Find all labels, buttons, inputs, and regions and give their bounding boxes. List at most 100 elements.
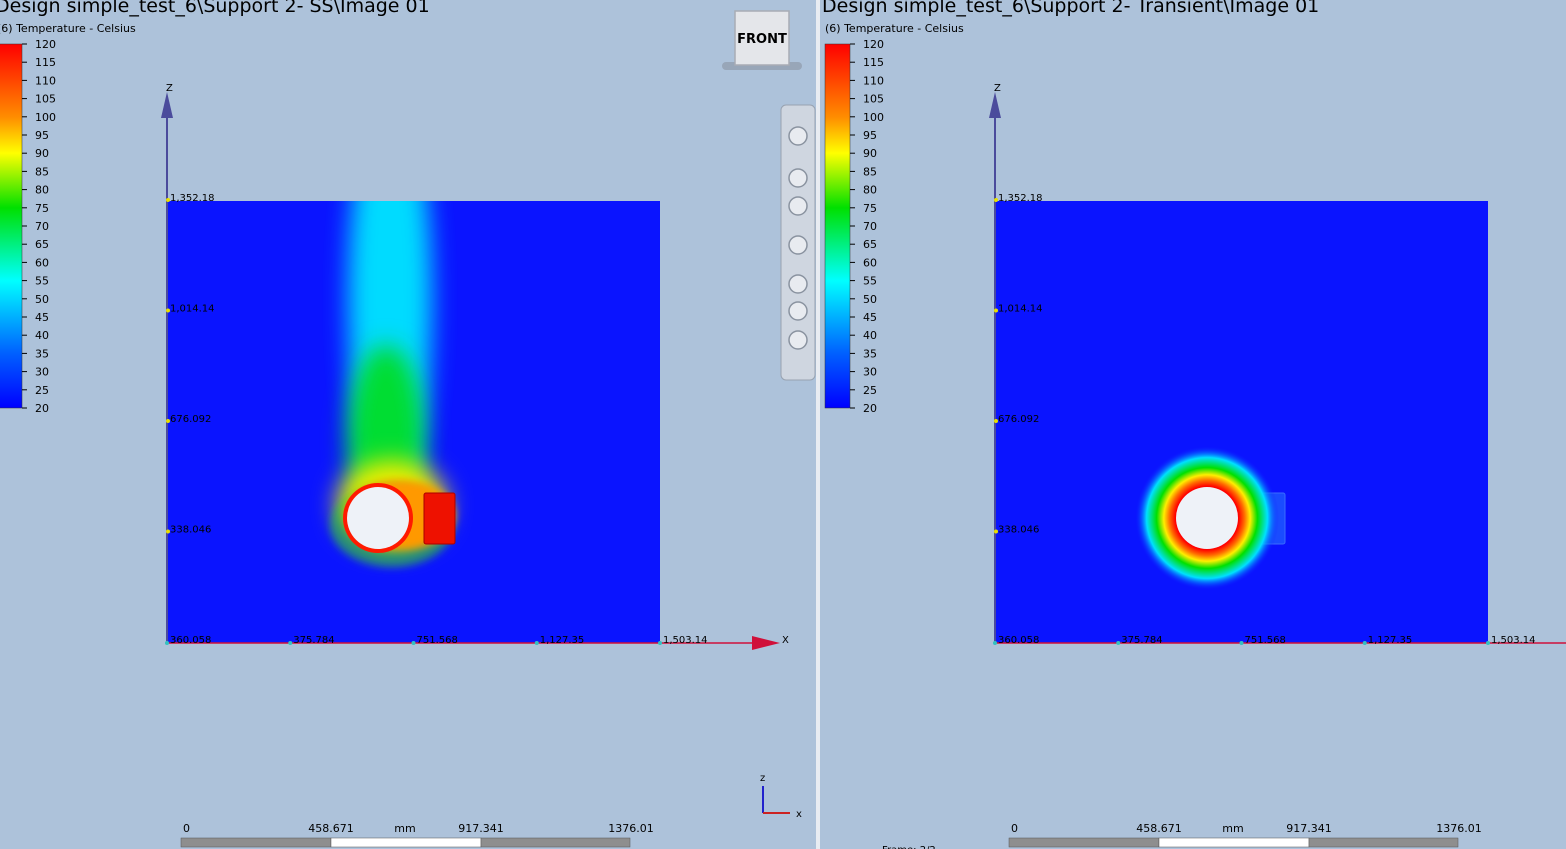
x-tick bbox=[288, 641, 293, 645]
legend-label: 85 bbox=[863, 165, 877, 178]
legend-label: 35 bbox=[35, 347, 49, 360]
x-tick-label: 360.058 bbox=[170, 635, 211, 646]
legend-label: 100 bbox=[863, 111, 884, 124]
legend-title: (6) Temperature - Celsius bbox=[0, 22, 136, 35]
scale-seg bbox=[330, 837, 482, 848]
scale-label: 1376.01 bbox=[1436, 822, 1482, 835]
legend-label: 65 bbox=[35, 238, 49, 251]
z-tick bbox=[166, 529, 170, 534]
z-tick-label: 676.092 bbox=[998, 414, 1039, 425]
contour-plot bbox=[995, 201, 1488, 643]
x-tick bbox=[1239, 641, 1244, 645]
z-tick-label: 338.046 bbox=[170, 525, 211, 536]
legend-label: 25 bbox=[35, 384, 49, 397]
legend-label: 40 bbox=[863, 329, 877, 342]
legend-label: 30 bbox=[863, 366, 877, 379]
scale-label: 0 bbox=[183, 822, 190, 835]
z-tick bbox=[994, 198, 998, 202]
x-tick bbox=[1116, 641, 1121, 645]
legend-label: 20 bbox=[35, 402, 49, 415]
scale-seg bbox=[1308, 837, 1459, 848]
legend-label: 85 bbox=[35, 165, 49, 178]
legend-label: 95 bbox=[35, 129, 49, 142]
legend-label: 25 bbox=[863, 384, 877, 397]
triad-x-label: x bbox=[796, 809, 802, 820]
nav-tool bbox=[788, 301, 808, 321]
legend-label: 35 bbox=[863, 347, 877, 360]
legend-label: 115 bbox=[863, 56, 884, 69]
legend-label: 80 bbox=[863, 184, 877, 197]
legend-label: 75 bbox=[863, 202, 877, 215]
z-tick bbox=[994, 308, 998, 313]
legend-label: 120 bbox=[863, 38, 884, 51]
legend-label: 110 bbox=[863, 74, 884, 87]
legend-label: 80 bbox=[35, 184, 49, 197]
x-tick-label: 751.568 bbox=[1245, 635, 1286, 646]
legend-label: 45 bbox=[35, 311, 49, 324]
z-tick-label: 1,352.18 bbox=[170, 193, 215, 204]
scale-label: 917.341 bbox=[1286, 822, 1332, 835]
nav-tool bbox=[788, 126, 808, 146]
z-tick bbox=[994, 419, 998, 423]
x-tick-label: 1,127.35 bbox=[540, 635, 585, 646]
scale-seg bbox=[1158, 837, 1310, 848]
legend-label: 60 bbox=[863, 256, 877, 269]
legend-label: 20 bbox=[863, 402, 877, 415]
x-tick bbox=[165, 641, 169, 645]
z-axis-label: Z bbox=[994, 83, 1001, 94]
legend-label: 75 bbox=[35, 202, 49, 215]
legend-label: 120 bbox=[35, 38, 56, 51]
scale-label: 458.671 bbox=[1136, 822, 1182, 835]
legend-label: 60 bbox=[35, 256, 49, 269]
legend-label: 50 bbox=[863, 293, 877, 306]
legend-label: 100 bbox=[35, 111, 56, 124]
scale-label: mm bbox=[1222, 822, 1243, 835]
legend-label: 30 bbox=[35, 366, 49, 379]
legend-title: (6) Temperature - Celsius bbox=[825, 22, 964, 35]
z-arrow bbox=[161, 92, 173, 118]
z-tick-label: 1,352.18 bbox=[998, 193, 1043, 204]
legend-label: 105 bbox=[863, 93, 884, 106]
z-arrow bbox=[989, 92, 1001, 118]
x-tick bbox=[993, 641, 997, 645]
scale-seg bbox=[480, 837, 631, 848]
legend-label: 50 bbox=[35, 293, 49, 306]
scale-label: 0 bbox=[1011, 822, 1018, 835]
legend-label: 70 bbox=[35, 220, 49, 233]
x-tick-label: 375.784 bbox=[293, 635, 334, 646]
heater-block bbox=[423, 492, 456, 545]
nav-tool bbox=[788, 168, 808, 188]
legend-bar bbox=[824, 43, 851, 409]
scale-label: 917.341 bbox=[458, 822, 504, 835]
legend-label: 115 bbox=[35, 56, 56, 69]
z-tick-label: 338.046 bbox=[998, 525, 1039, 536]
x-tick bbox=[1362, 641, 1367, 645]
view-cube bbox=[734, 10, 790, 66]
legend-label: 65 bbox=[863, 238, 877, 251]
scale-label: 458.671 bbox=[308, 822, 354, 835]
x-tick-label: 1,503.14 bbox=[663, 635, 708, 646]
nav-tool bbox=[788, 235, 808, 255]
legend-label: 90 bbox=[863, 147, 877, 160]
z-tick bbox=[994, 529, 998, 534]
x-tick-label: 1,127.35 bbox=[1368, 635, 1413, 646]
scale-seg bbox=[180, 837, 332, 848]
pipe-hole bbox=[347, 487, 409, 549]
nav-tool bbox=[788, 274, 808, 294]
pipe-hole bbox=[1176, 487, 1238, 549]
nav-tool bbox=[788, 196, 808, 216]
legend-label: 55 bbox=[35, 275, 49, 288]
x-axis-label: X bbox=[782, 635, 789, 646]
x-tick-label: 751.568 bbox=[417, 635, 458, 646]
legend-label: 90 bbox=[35, 147, 49, 160]
scale-label: mm bbox=[394, 822, 415, 835]
x-arrow bbox=[752, 636, 780, 650]
legend-label: 45 bbox=[863, 311, 877, 324]
z-tick-label: 676.092 bbox=[170, 414, 211, 425]
view-cube-label: FRONT bbox=[737, 32, 787, 47]
legend-label: 40 bbox=[35, 329, 49, 342]
viewport-divider bbox=[816, 0, 820, 849]
x-tick bbox=[534, 641, 539, 645]
